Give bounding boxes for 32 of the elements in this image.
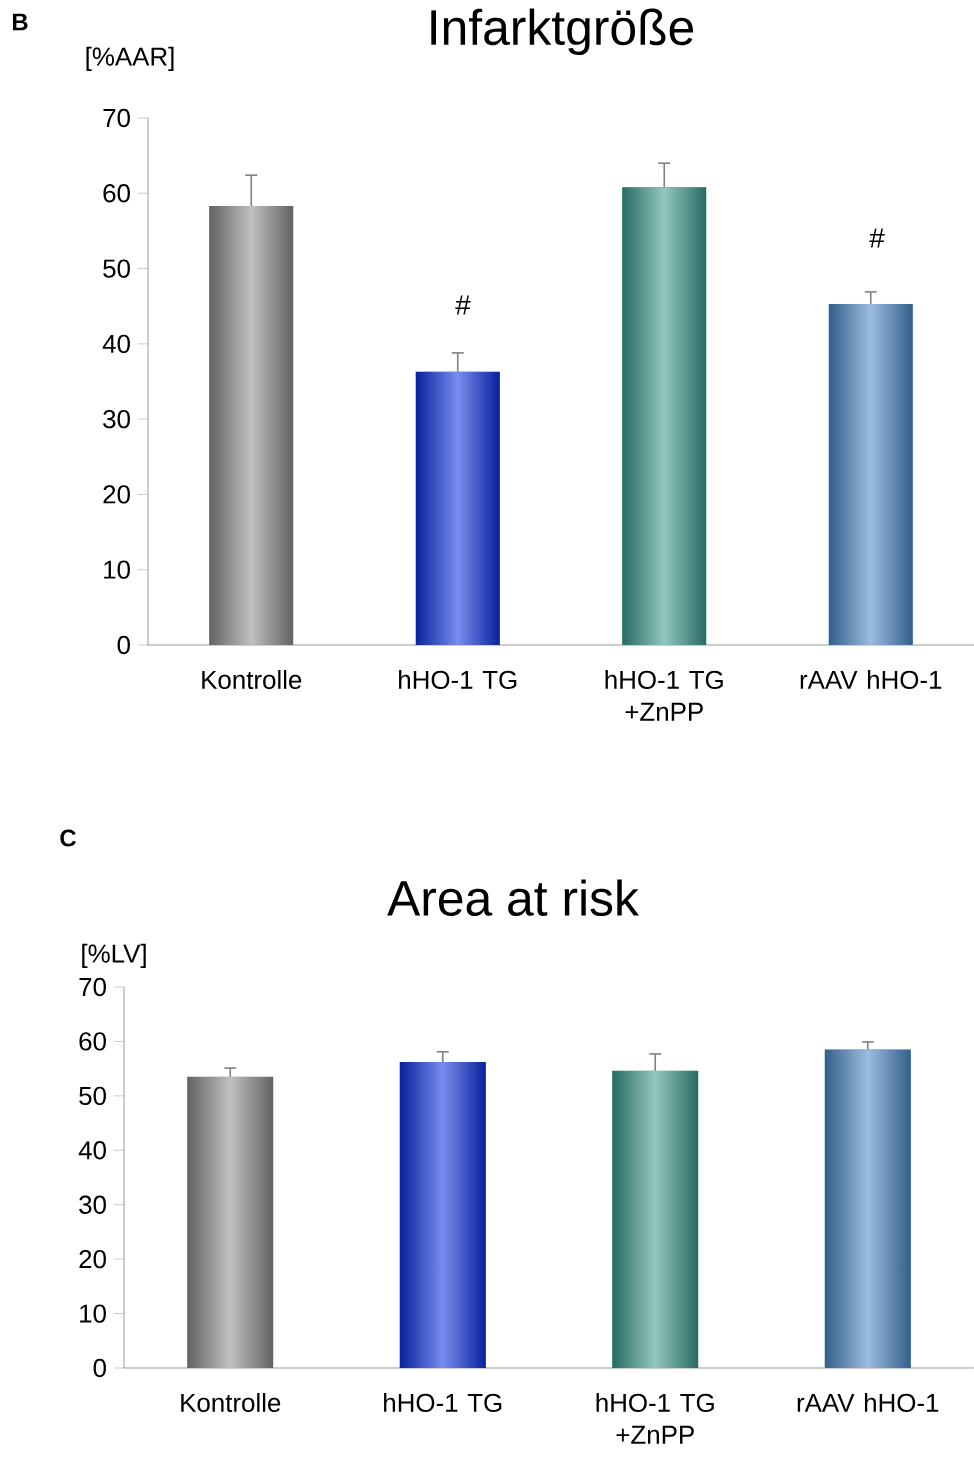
y-tick-label: 20 [79, 1249, 106, 1269]
chart-title: Area at risk [386, 879, 639, 917]
y-axis-title: [%AAR] [86, 46, 174, 71]
y-tick-label: 30 [102, 409, 130, 429]
y-tick-label: 0 [117, 635, 130, 655]
x-tick-label: Kontrolle [181, 1393, 280, 1413]
annotation: # [869, 228, 885, 248]
chart-title: Infarktgröße [431, 8, 693, 56]
y-axis-title: [%LV] [82, 943, 146, 968]
y-tick-label: 50 [78, 1086, 106, 1106]
x-tick-label: hHO-1 TG [383, 1393, 502, 1413]
y-tick-label: 40 [102, 334, 130, 354]
y-tick-label: 70 [103, 108, 130, 128]
y-tick-label: 70 [79, 977, 106, 997]
y-tick-label: 10 [79, 1304, 106, 1323]
x-tick-label: hHO-1 TG +ZnPP [605, 670, 723, 721]
y-tick-label: 10 [103, 560, 130, 579]
y-tick-label: 30 [78, 1195, 106, 1214]
text: B [12, 13, 28, 31]
y-tick-label: 20 [103, 485, 130, 504]
x-tick-label: rAAV hHO-1 [800, 670, 942, 690]
x-tick-label: Kontrolle [202, 670, 302, 690]
x-tick-label: rAAV hHO-1 [797, 1393, 939, 1413]
y-tick-label: 0 [93, 1358, 106, 1378]
x-tick-label: hHO-1 TG +ZnPP [596, 1393, 714, 1444]
y-tick-label: 60 [103, 184, 130, 203]
annotation: # [455, 295, 471, 315]
y-tick-label: 40 [78, 1141, 106, 1160]
text: C [60, 829, 76, 847]
y-tick-label: 50 [102, 259, 130, 278]
x-tick-label: hHO-1 TG [398, 670, 517, 690]
y-tick-label: 60 [79, 1032, 106, 1051]
